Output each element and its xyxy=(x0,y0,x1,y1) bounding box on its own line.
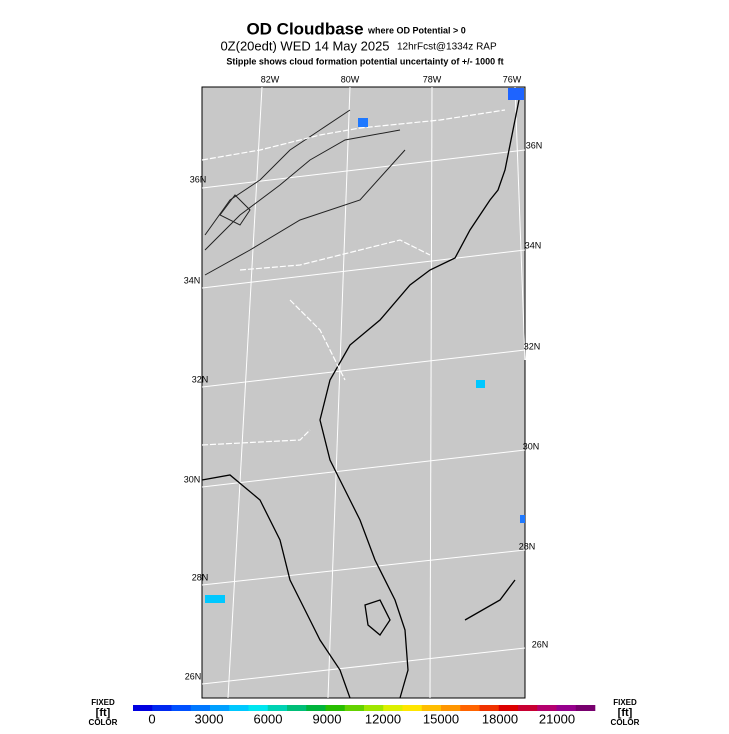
subtitle: 0Z(20edt) WED 14 May 2025 xyxy=(220,38,389,53)
lat-label: 26N xyxy=(185,671,202,681)
borders xyxy=(201,109,506,446)
colorbar-swatch xyxy=(306,705,326,711)
colorbar-swatch xyxy=(460,705,480,711)
coastline xyxy=(201,94,521,699)
cloud-cell xyxy=(508,88,524,100)
colorbar-label: 15000 xyxy=(423,711,459,726)
cloud-cell xyxy=(358,118,368,127)
colorbar-swatch xyxy=(518,705,538,711)
colorbar-caption: COLOR xyxy=(89,718,118,727)
colorbar-swatch xyxy=(498,705,519,711)
colorbar-label: 0 xyxy=(148,711,155,726)
lon-label: 78W xyxy=(423,74,442,84)
lat-label: 36N xyxy=(190,174,207,184)
colorbar-caption: [ft] xyxy=(96,707,111,719)
map-area xyxy=(201,86,526,699)
colorbar-caption: [ft] xyxy=(618,707,633,719)
colorbar-label: 12000 xyxy=(365,711,401,726)
colorbar-caption: FIXED xyxy=(91,698,115,707)
colorbar-caption: FIXED xyxy=(613,698,637,707)
colorbar-swatch xyxy=(190,705,211,711)
lat-label: 28N xyxy=(519,541,536,551)
colorbar-swatch xyxy=(344,705,365,711)
lat-label: 34N xyxy=(184,275,201,285)
colorbar-label: 21000 xyxy=(539,711,575,726)
colorbar-swatch xyxy=(325,705,346,711)
title: OD Cloudbase xyxy=(246,19,363,38)
cloud-cell xyxy=(476,380,485,388)
cloud-cell xyxy=(205,595,225,603)
cloud-cell xyxy=(520,515,525,523)
lat-label: 32N xyxy=(192,374,209,384)
colorbar-swatch xyxy=(248,705,269,711)
title-note: where OD Potential > 0 xyxy=(367,25,466,35)
colorbar-swatch xyxy=(364,705,384,711)
colorbar-swatch xyxy=(152,705,172,711)
model: 12hrFcst@1334z RAP xyxy=(397,42,497,53)
colorbar-swatch xyxy=(402,705,423,711)
colorbar-label: 18000 xyxy=(482,711,518,726)
lat-label: 32N xyxy=(524,341,541,351)
colorbar-swatch xyxy=(383,705,403,711)
lat-label: 34N xyxy=(525,240,542,250)
lat-label: 26N xyxy=(532,639,549,649)
lat-label: 28N xyxy=(192,572,209,582)
colorbar-swatch xyxy=(537,705,557,711)
colorbar-swatch xyxy=(441,705,461,711)
colorbar-label: 3000 xyxy=(195,711,224,726)
colorbar-swatch xyxy=(210,705,230,711)
lon-label: 80W xyxy=(341,74,360,84)
colorbar-swatch xyxy=(229,705,249,711)
note: Stipple shows cloud formation potential … xyxy=(226,56,503,66)
colorbar-swatch xyxy=(287,705,307,711)
colorbar-swatch xyxy=(421,705,442,711)
lat-label: 30N xyxy=(523,441,540,451)
colorbar-swatch xyxy=(479,705,500,711)
colorbar-caption: COLOR xyxy=(611,718,640,727)
colorbar-swatch xyxy=(267,705,288,711)
lat-label: 30N xyxy=(184,474,201,484)
colorbar-swatch xyxy=(556,705,577,711)
colorbar-label: 6000 xyxy=(254,711,283,726)
graticule xyxy=(201,86,526,699)
contours xyxy=(204,109,406,276)
colorbar-swatch xyxy=(171,705,192,711)
lat-label: 36N xyxy=(526,140,543,150)
lon-label: 82W xyxy=(261,74,280,84)
lon-label: 76W xyxy=(503,74,522,84)
colorbar-swatch xyxy=(133,705,153,711)
colorbar-swatch xyxy=(575,705,596,711)
colorbar-label: 9000 xyxy=(313,711,342,726)
